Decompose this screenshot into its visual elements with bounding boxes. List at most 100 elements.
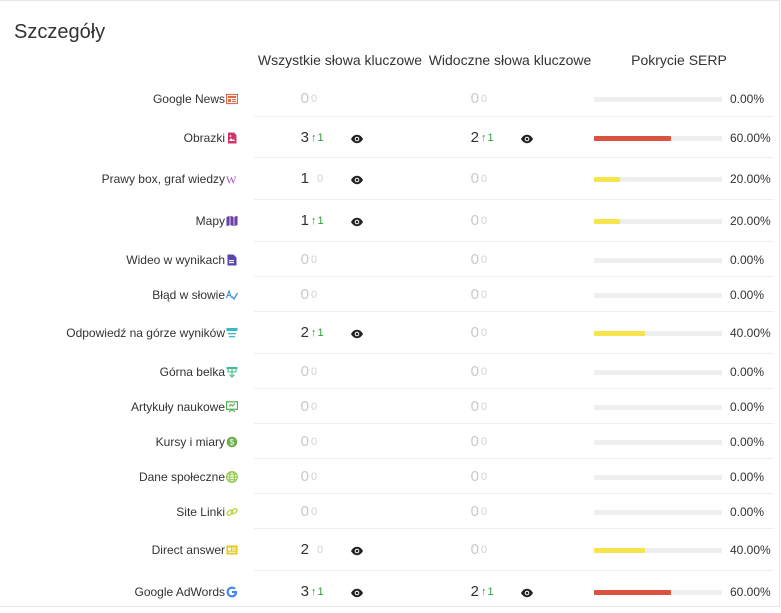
visible-keywords-cell: 2 ↑1 [426,128,594,148]
all-keywords-cell: 1 ↑1 [256,211,424,231]
eye-icon[interactable] [350,327,364,339]
serp-coverage-cell: 60.00% [594,130,774,146]
eye-icon[interactable] [350,173,364,185]
visible-keywords-count: 2 [470,128,479,146]
table-row: Kursy i miary $0 0 0 0 0.00% [0,424,779,459]
all-keywords-count: 0 [300,362,309,380]
map-icon [226,215,238,227]
all-keywords-change-value: 0 [311,505,318,518]
visible-keywords-change-value: 0 [481,435,488,448]
visible-keywords-count: 0 [470,212,479,229]
eye-icon[interactable] [350,215,364,227]
eye-icon[interactable] [350,132,364,144]
coverage-bar [594,292,722,298]
arrow-up-icon: ↑ [481,586,487,598]
all-keywords-count: 2 [300,541,309,558]
visible-keywords-change-value: 0 [481,505,488,518]
row-divider [254,311,773,312]
serp-coverage-cell: 60.00% [594,584,774,600]
all-keywords-change-value: 0 [311,93,318,105]
row-label: Site Linki [176,505,238,519]
coverage-percent: 0.00% [730,469,765,484]
visible-keywords-change: 0 [481,364,487,380]
table-row: Google AdWords 3 ↑1 2 ↑1 60.00% [0,571,779,613]
serp-coverage-cell: 0.00% [594,504,774,520]
all-keywords-change-value: 1 [317,327,324,339]
row-label-text: Site Linki [176,504,225,519]
row-label-text: Odpowiedź na górze wyników [66,326,225,340]
table-row: Mapy 1 ↑1 0 0 20.00% [0,200,779,242]
eye-icon[interactable] [520,586,534,598]
all-keywords-change: 0 [311,434,317,450]
coverage-bar [594,219,722,224]
coverage-bar-fill [594,219,620,224]
row-label: Błąd w słowie [152,288,239,302]
arrow-up-icon: ↑ [311,131,317,144]
all-keywords-change-value: 0 [311,435,318,448]
coverage-bar-fill [594,548,646,553]
coverage-percent: 0.00% [730,399,765,414]
all-keywords-count: 1 [300,170,309,187]
visible-keywords-count: 0 [470,324,479,341]
visible-keywords-change-value: 1 [487,586,494,598]
svg-text:W: W [226,175,237,186]
panel-title: Szczegóły [14,21,106,43]
coverage-percent: 0.00% [730,252,765,267]
table-row: Odpowiedź na górze wyników 2 ↑1 0 0 40.00% [0,312,779,354]
table-row: Site Linki 0 0 0 0 0.00% [0,494,779,529]
coverage-percent: 60.00% [730,585,771,599]
eye-icon[interactable] [350,544,364,556]
coverage-percent: 60.00% [730,130,771,145]
all-keywords-change-value: 0 [317,544,324,556]
serp-coverage-cell: 0.00% [594,399,774,415]
answer-box-icon [226,327,238,339]
coverage-percent: 40.00% [730,326,771,340]
visible-keywords-change: ↑1 [481,584,494,600]
serp-coverage-cell: 0.00% [594,469,774,485]
row-label: Prawy box, graf wiedzy W [102,172,238,187]
all-keywords-change: 0 [311,469,317,485]
visible-keywords-change: 0 [481,252,487,268]
visible-keywords-change: 0 [481,399,487,415]
visible-keywords-change: 0 [481,325,487,341]
all-keywords-change: 0 [311,287,317,303]
visible-keywords-change-value: 0 [481,470,488,483]
table-row: Prawy box, graf wiedzy W 1 0 0 0 20.00% [0,158,779,200]
row-label-text: Wideo w wynikach [126,252,225,267]
visible-keywords-count: 0 [470,502,479,520]
all-keywords-count: 0 [300,502,309,520]
all-keywords-change: ↑1 [311,584,324,600]
coverage-bar [594,369,722,375]
eye-icon[interactable] [520,132,534,144]
table-row: Błąd w słowie 0 0 0 0 0.00% [0,277,779,312]
all-keywords-change: 0 [317,171,323,187]
eye-icon[interactable] [350,586,364,598]
all-keywords-change-value: 0 [317,173,324,185]
row-divider [254,353,773,354]
table-row: Artykuły naukowe 0 0 0 0 0.00% [0,389,779,424]
column-header-all-keywords: Wszystkie słowa kluczowe [257,52,423,68]
visible-keywords-change: 0 [481,542,487,558]
row-divider [254,276,773,277]
news-icon [225,93,239,105]
visible-keywords-change-value: 0 [481,365,488,378]
visible-keywords-count: 0 [470,250,479,268]
all-keywords-change-value: 1 [317,586,324,598]
row-label: Odpowiedź na górze wyników [66,326,238,340]
row-label-text: Google AdWords [134,585,226,599]
visible-keywords-count: 0 [470,90,479,107]
coverage-bar [594,404,722,410]
coverage-bar [594,331,722,336]
coverage-bar [594,135,722,141]
all-keywords-change: 0 [317,542,323,558]
all-keywords-count: 3 [300,128,309,146]
coverage-percent: 0.00% [730,287,765,302]
